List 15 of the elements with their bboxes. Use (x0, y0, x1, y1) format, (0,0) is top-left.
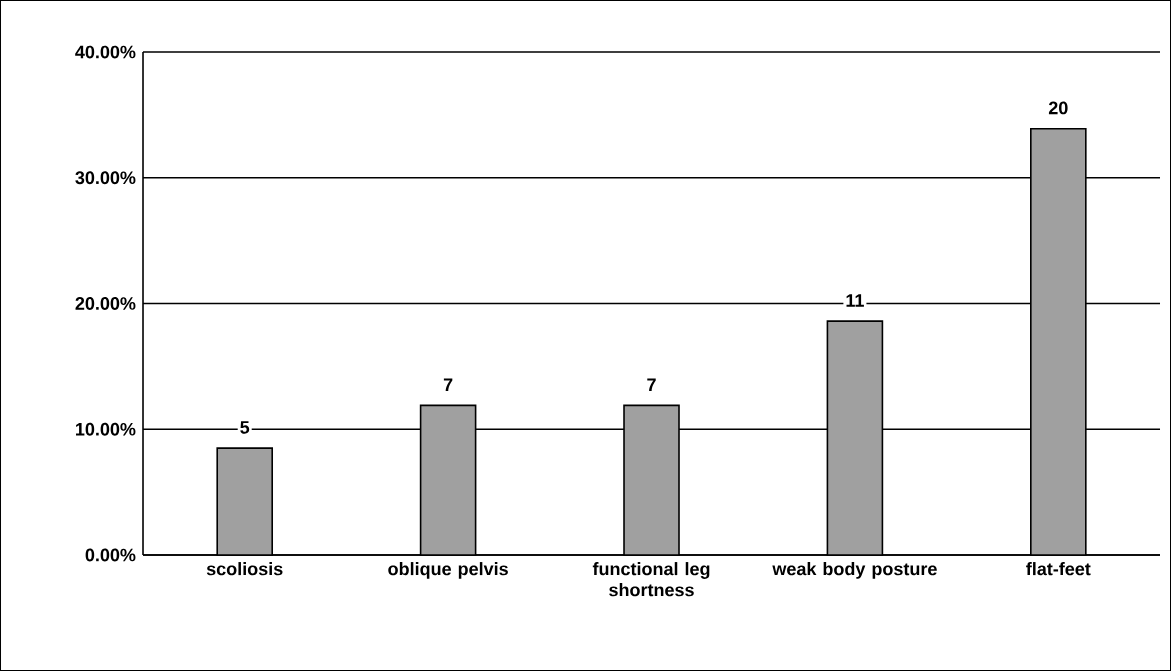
x-tick-label: oblique pelvis (388, 562, 508, 579)
y-tick-label: 20.00% (75, 297, 136, 310)
annotation: 20 (1048, 101, 1068, 115)
annotation: 5 (240, 421, 250, 434)
annotation: 7 (647, 378, 656, 391)
y-tick-label: 10.00% (76, 422, 136, 436)
x-tick-label: functional leg shortness (592, 562, 710, 597)
y-tick-label: 40.00% (75, 45, 136, 59)
y-tick-label: 30.00% (75, 171, 136, 185)
x-tick-label: flat-feet (1026, 562, 1091, 576)
annotation: 7 (443, 378, 453, 391)
y-tick-label: 0.00% (85, 548, 136, 562)
x-tick-label: scoliosis (206, 562, 283, 576)
annotation: 11 (846, 294, 864, 307)
x-tick-label: weak body posture (772, 562, 937, 579)
